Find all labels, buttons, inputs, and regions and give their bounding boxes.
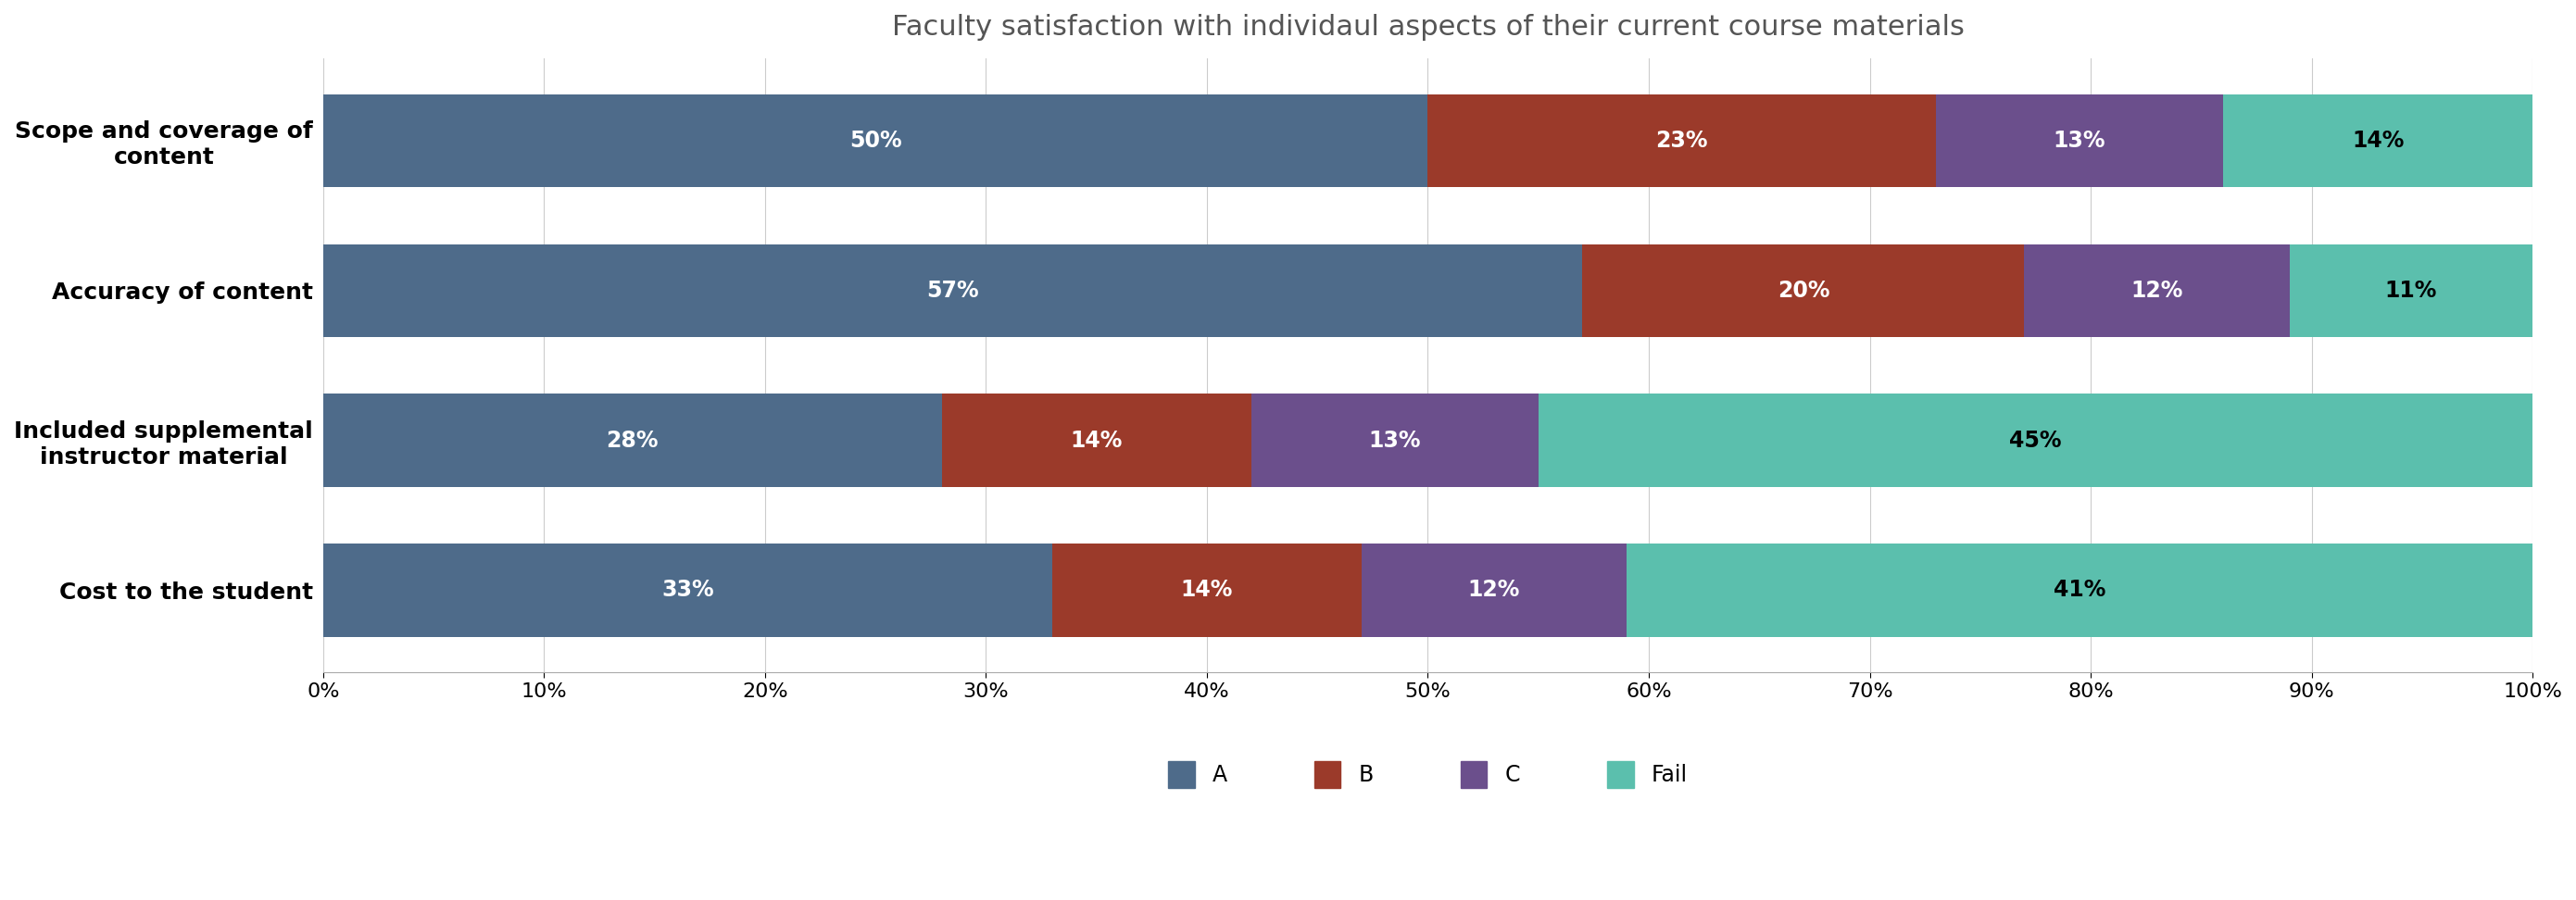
Text: 23%: 23%: [1656, 130, 1708, 152]
Text: 12%: 12%: [1468, 579, 1520, 601]
Legend: A, B, C, Fail: A, B, C, Fail: [1159, 752, 1695, 796]
Bar: [1582, 244, 2025, 337]
Text: 45%: 45%: [2009, 429, 2061, 452]
Bar: [322, 544, 1051, 636]
Bar: [322, 244, 1582, 337]
Bar: [1252, 394, 1538, 487]
Text: 20%: 20%: [1777, 279, 1829, 302]
Bar: [1625, 544, 2532, 636]
Text: 11%: 11%: [2385, 279, 2437, 302]
Bar: [1051, 544, 1363, 636]
Bar: [943, 394, 1252, 487]
Bar: [2223, 94, 2532, 187]
Title: Faculty satisfaction with individaul aspects of their current course materials: Faculty satisfaction with individaul asp…: [891, 14, 1963, 40]
Bar: [1427, 94, 1937, 187]
Text: 33%: 33%: [662, 579, 714, 601]
Text: 41%: 41%: [2053, 579, 2105, 601]
Bar: [322, 394, 943, 487]
Text: 13%: 13%: [1368, 429, 1422, 452]
Bar: [2290, 244, 2532, 337]
Text: 28%: 28%: [605, 429, 659, 452]
Text: 14%: 14%: [1069, 429, 1123, 452]
Text: 50%: 50%: [850, 130, 902, 152]
Text: 57%: 57%: [927, 279, 979, 302]
Bar: [1538, 394, 2532, 487]
Bar: [2025, 244, 2290, 337]
Bar: [1363, 544, 1625, 636]
Text: 13%: 13%: [2053, 130, 2105, 152]
Bar: [322, 94, 1427, 187]
Text: 12%: 12%: [2130, 279, 2182, 302]
Text: 14%: 14%: [2352, 130, 2403, 152]
Bar: [1937, 94, 2223, 187]
Text: 14%: 14%: [1180, 579, 1234, 601]
